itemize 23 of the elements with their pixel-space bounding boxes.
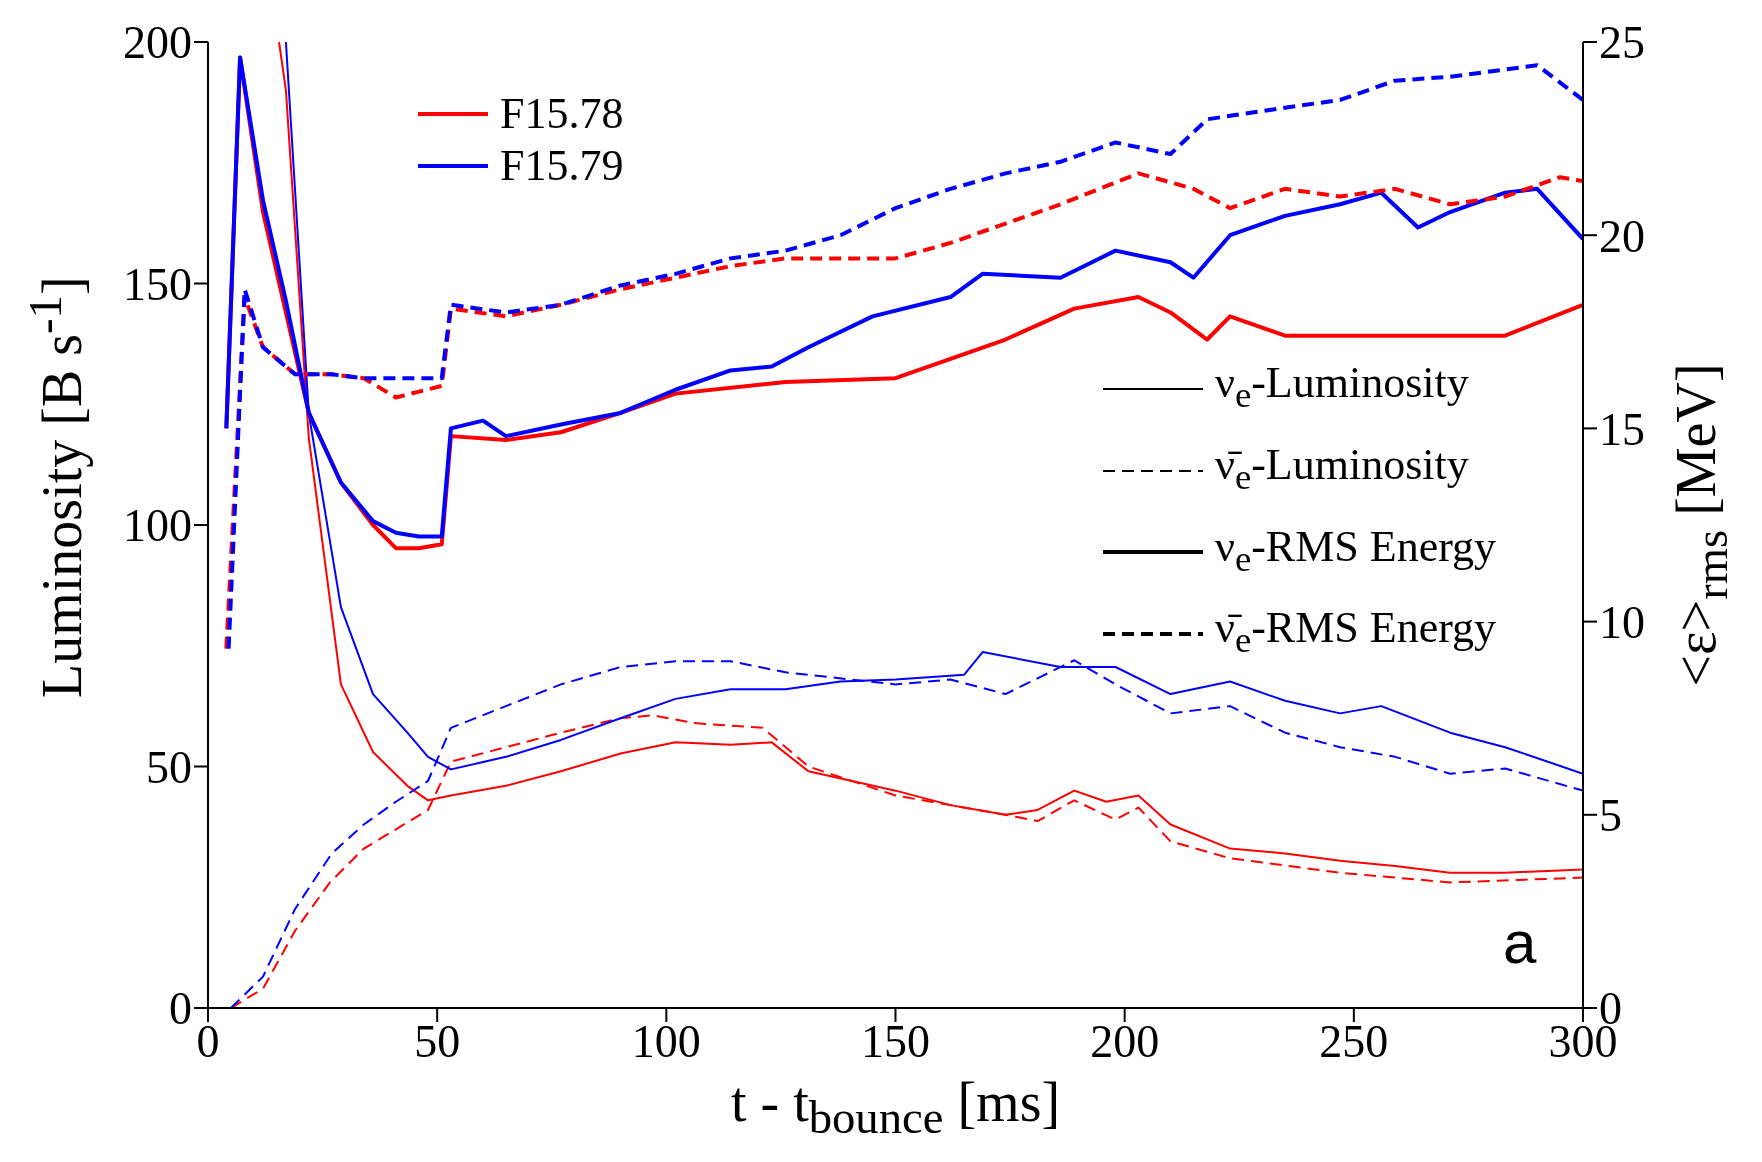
y2-tick-label: 25 <box>1599 17 1645 69</box>
y-tick-label: 0 <box>169 983 192 1035</box>
annotation: F15.78 <box>500 88 624 140</box>
y-tick-label: 200 <box>123 17 192 69</box>
annotation: ν̄$_{e}$-RMS Energy <box>1215 602 1497 663</box>
x-axis-title: t - t$_{bounce}$ [ms] <box>730 1071 1061 1144</box>
y-tick-label: 100 <box>123 500 192 552</box>
x-tick-label: 250 <box>1319 1015 1389 1067</box>
x-tick-label: 50 <box>414 1015 461 1067</box>
x-tick-label: 150 <box>861 1015 930 1067</box>
annotation: ν̄$_{e}$-Luminosity <box>1215 438 1469 499</box>
x-tick-label: 200 <box>1090 1015 1160 1067</box>
annotation: F15.79 <box>500 140 624 192</box>
annotation: ν$_{e}$-Luminosity <box>1215 357 1469 417</box>
y2-tick-label: 20 <box>1599 210 1645 262</box>
y2-tick-label: 15 <box>1599 403 1645 455</box>
x-tick-label: 100 <box>631 1015 701 1067</box>
y2-tick-label: 10 <box>1599 596 1645 648</box>
annotation: a <box>1503 909 1537 976</box>
y-tick-label: 50 <box>146 741 192 793</box>
y2-tick-label: 5 <box>1599 790 1622 842</box>
annotation: ν$_{e}$-RMS Energy <box>1215 520 1497 581</box>
y-tick-label: 150 <box>123 258 192 310</box>
